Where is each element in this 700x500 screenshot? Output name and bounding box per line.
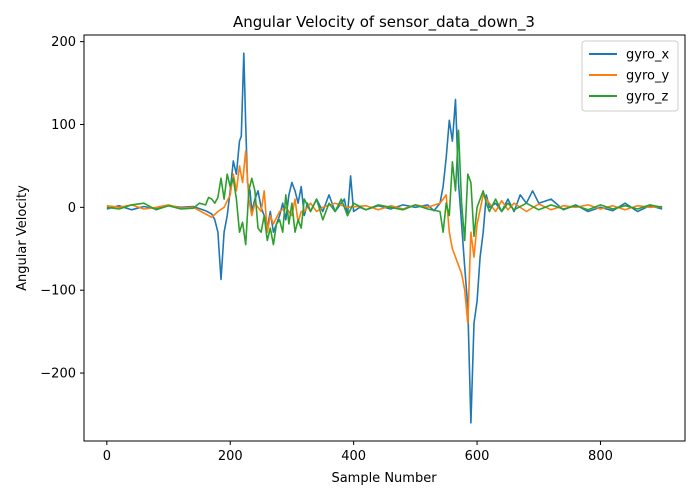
y-tick-label: −200 (40, 367, 76, 382)
y-tick-label: 0 (68, 201, 76, 216)
legend: gyro_x gyro_y gyro_z (581, 40, 679, 112)
y-tick-label: −100 (40, 284, 76, 299)
x-axis-ticks: 0 200 400 600 800 (103, 441, 613, 464)
y-axis-label: Angular Velocity (15, 185, 30, 291)
y-axis-ticks: −200 −100 0 100 200 (40, 35, 84, 382)
x-tick-label: 0 (103, 449, 111, 464)
y-tick-label: 200 (51, 35, 76, 50)
y-tick-label: 100 (51, 118, 76, 133)
legend-label-gyro_z: gyro_z (626, 90, 668, 105)
plot-series-group (106, 52, 663, 424)
x-axis-label: Sample Number (331, 471, 437, 486)
series-line-gyro_z (106, 129, 663, 246)
chart-title: Angular Velocity of sensor_data_down_3 (233, 13, 535, 32)
legend-label-gyro_x: gyro_x (626, 48, 669, 63)
legend-label-gyro_y: gyro_y (626, 69, 669, 84)
plot-frame (83, 34, 686, 442)
x-tick-label: 600 (465, 449, 490, 464)
x-tick-label: 200 (218, 449, 243, 464)
x-tick-label: 800 (588, 449, 613, 464)
legend-box (581, 40, 679, 112)
series-line-gyro_y (106, 150, 663, 325)
x-tick-label: 400 (341, 449, 366, 464)
